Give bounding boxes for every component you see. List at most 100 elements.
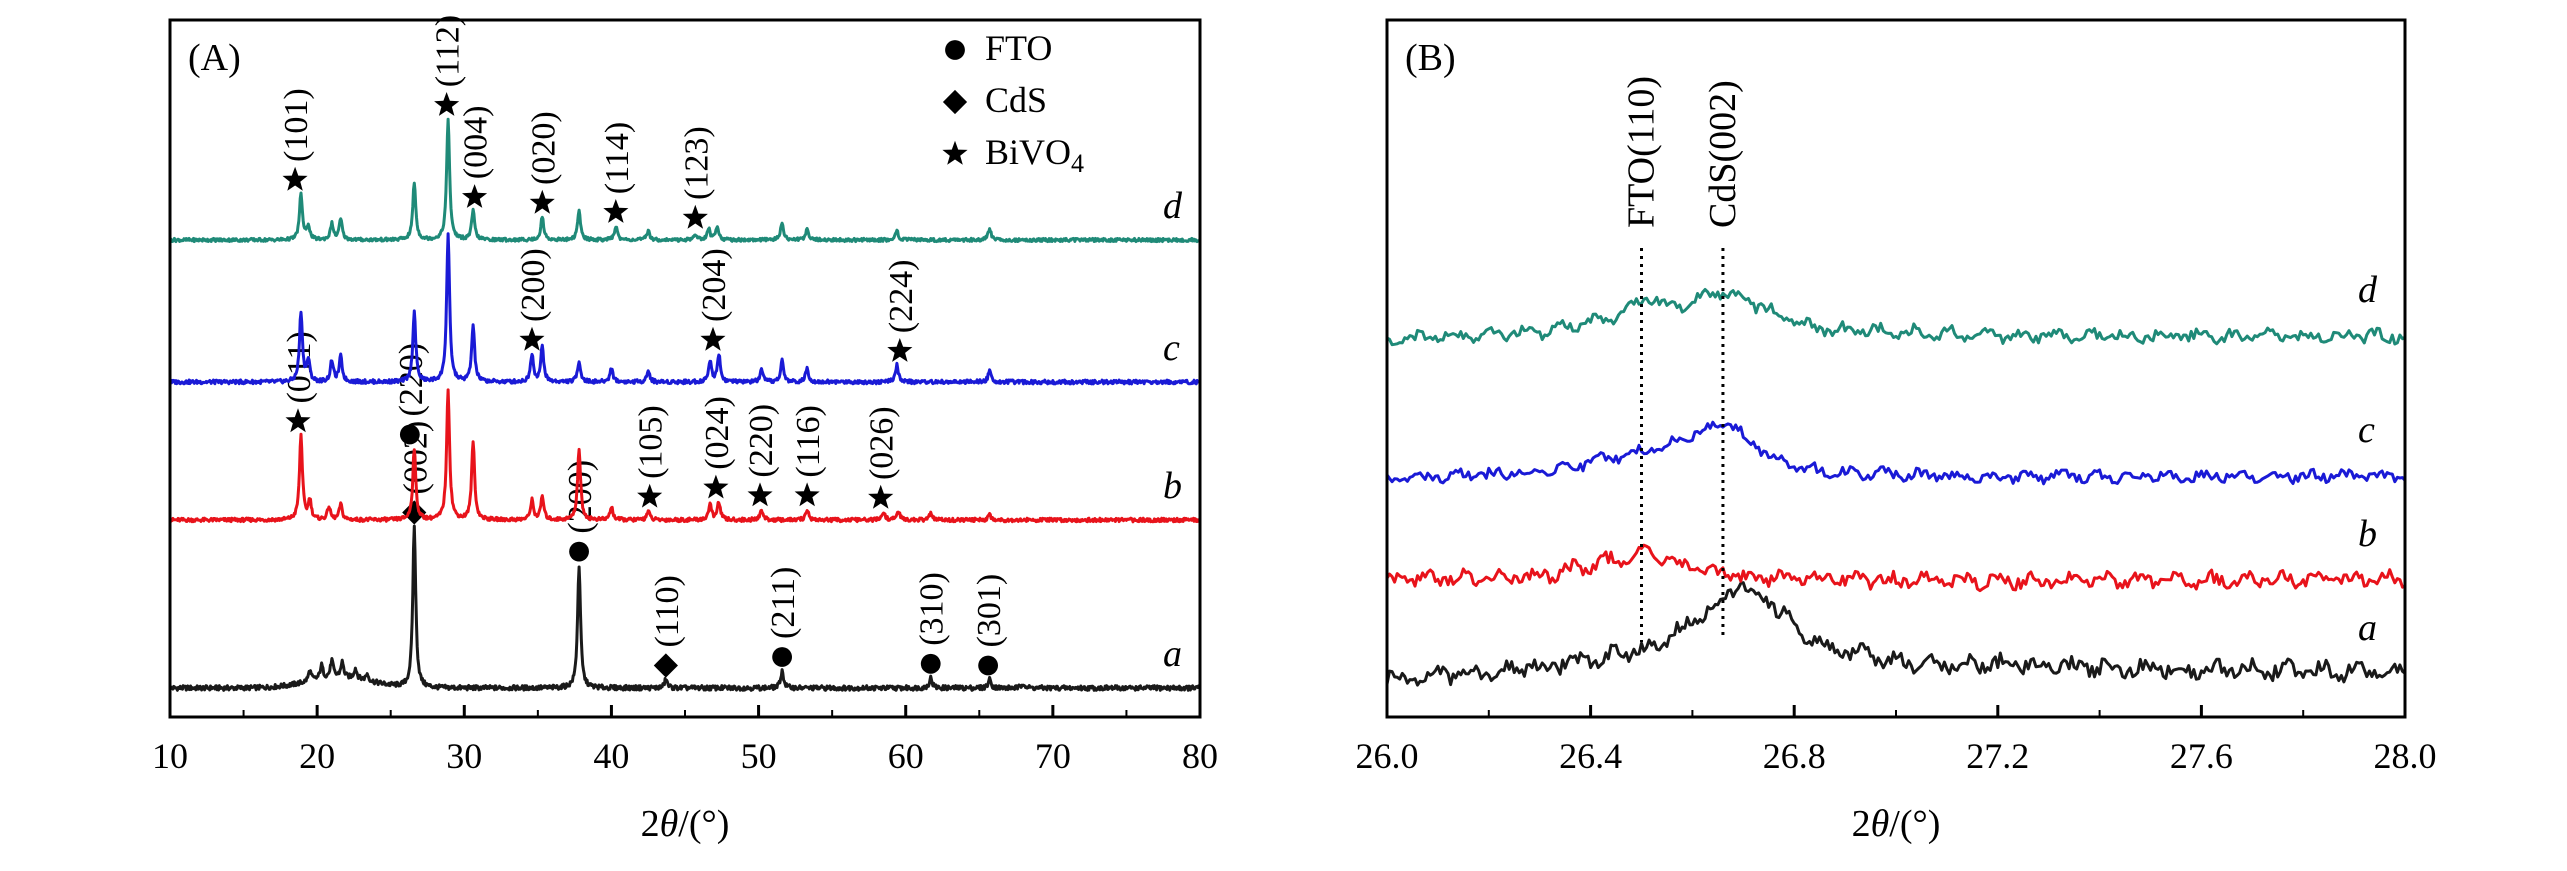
legend-label: BiVO4 (985, 132, 1084, 178)
peak-marker-star (519, 326, 545, 351)
peak-label: (204) (696, 248, 733, 322)
x-tick-label: 80 (1182, 736, 1218, 776)
peak-marker-star (285, 408, 311, 433)
x-axis-label-part: 2 (641, 803, 660, 845)
peak-marker-circle (399, 424, 420, 445)
series-d: (101) (112) (004) (020) (114) (123) d (168, 15, 1202, 244)
peak-marker-star (282, 166, 308, 191)
x-axis-label-part: /(°) (1889, 803, 1940, 845)
peak-marker-diamond (653, 653, 678, 678)
peak-label: (020) (525, 111, 562, 185)
peak-marker-star (434, 92, 460, 116)
series-label-d: d (1163, 185, 1183, 227)
peak-marker-star (603, 199, 629, 223)
legend: FTO CdS BiVO4 (942, 28, 1084, 178)
series-c-line (169, 232, 1202, 386)
series-label-c: c (1163, 327, 1180, 369)
legend-marker-diamond (942, 89, 968, 115)
peak-label: (026) (864, 406, 901, 480)
series-b: (011) (220)(105) (024) (220) (116) (026)b (169, 331, 1202, 524)
series-c: (200) (204) (224) c (169, 232, 1202, 386)
peak-marker-star (682, 204, 708, 229)
x-tick-label: 20 (299, 736, 335, 776)
series-d-line (1386, 288, 2406, 347)
peak-label: (024) (699, 396, 736, 470)
x-axis-label-part: 2 (1852, 803, 1871, 845)
peak-label: (105) (633, 405, 670, 479)
peak-label: (004) (458, 106, 495, 180)
x-tick-label: 40 (593, 736, 629, 776)
peak-marker-star (703, 474, 729, 499)
peak-label: (116) (790, 405, 827, 477)
x-tick-label: 26.8 (1763, 736, 1826, 776)
legend-label: CdS (985, 80, 1047, 120)
x-tick-label: 10 (152, 736, 188, 776)
x-tick-label: 70 (1035, 736, 1071, 776)
panel-label: (B) (1405, 37, 1456, 79)
legend-label: FTO (985, 28, 1052, 68)
legend-marker-circle (945, 40, 965, 60)
peak-marker-star (462, 184, 488, 208)
peak-label: (101) (278, 88, 315, 162)
peak-marker-star (700, 326, 726, 351)
legend-marker-star (942, 140, 968, 165)
series-label-d: d (2358, 269, 2378, 311)
peak-label: (220) (743, 404, 780, 478)
series-b: b (1385, 513, 2406, 593)
peak-marker-star (887, 338, 913, 362)
series-d: d (1386, 269, 2406, 347)
peak-marker-circle (569, 541, 589, 562)
x-tick-label: 28.0 (2374, 736, 2437, 776)
reference-line-label: FTO(110) (1621, 76, 1663, 228)
x-tick-label: 27.2 (1966, 736, 2029, 776)
peak-marker-circle (978, 655, 999, 676)
series-label-b: b (1163, 465, 1182, 507)
peak-marker-star (747, 482, 773, 507)
peak-label: (200) (515, 248, 552, 322)
panel-b: a b c d FTO(110) CdS(002) 26.0 26.4 26.8 27.2 27.6… (1356, 18, 2437, 845)
peak-marker-star (794, 482, 820, 507)
x-axis-label: 2θ/(°) (641, 803, 730, 845)
legend-label-subscript: 4 (1071, 149, 1084, 178)
peak-marker-star (529, 189, 555, 214)
peak-label: (211) (765, 567, 802, 639)
plot-frame (1385, 18, 2407, 719)
series-label-c: c (2358, 409, 2375, 451)
peak-label: (123) (678, 126, 715, 200)
series-a: (002)(200)(110) (211) (310) (301)a (168, 421, 1202, 692)
series-c: c (1385, 409, 2407, 486)
peak-marker-star (637, 483, 663, 508)
x-tick-label: 26.4 (1559, 736, 1622, 776)
panel-a: (002)(200)(110) (211) (310) (301)a(011) (220… (152, 15, 1218, 845)
series-label-a: a (2358, 607, 2377, 649)
peak-label: (224) (883, 260, 920, 334)
peak-label: (112) (430, 15, 467, 87)
peak-label: (310) (914, 572, 951, 646)
peak-marker-circle (920, 653, 941, 674)
series-d-line (168, 117, 1202, 244)
x-tick-label: 50 (741, 736, 777, 776)
x-axis-label-part: /(°) (678, 803, 729, 845)
series-c-line (1385, 420, 2407, 486)
x-tick-label: 60 (888, 736, 924, 776)
series-label-a: a (1163, 633, 1182, 675)
x-tick-label: 30 (446, 736, 482, 776)
peak-label: (110) (649, 575, 686, 647)
peak-marker-star (868, 484, 894, 509)
x-tick-label: 26.0 (1356, 736, 1419, 776)
peak-marker-diamond (402, 500, 427, 525)
x-axis-label-theta: θ (660, 803, 679, 845)
peak-label: (301) (971, 574, 1008, 648)
x-axis-label: 2θ/(°) (1852, 803, 1941, 845)
reference-line-label: CdS(002) (1702, 80, 1744, 228)
series-a-line (168, 524, 1202, 692)
series-a-line (1385, 581, 2406, 687)
peak-label: (114) (599, 122, 636, 194)
peak-marker-circle (772, 647, 793, 667)
x-axis-label-theta: θ (1871, 803, 1890, 845)
series-b-line (169, 388, 1202, 524)
x-tick-label: 27.6 (2170, 736, 2233, 776)
series-a: a (1385, 581, 2406, 687)
series-b-line (1385, 543, 2406, 593)
